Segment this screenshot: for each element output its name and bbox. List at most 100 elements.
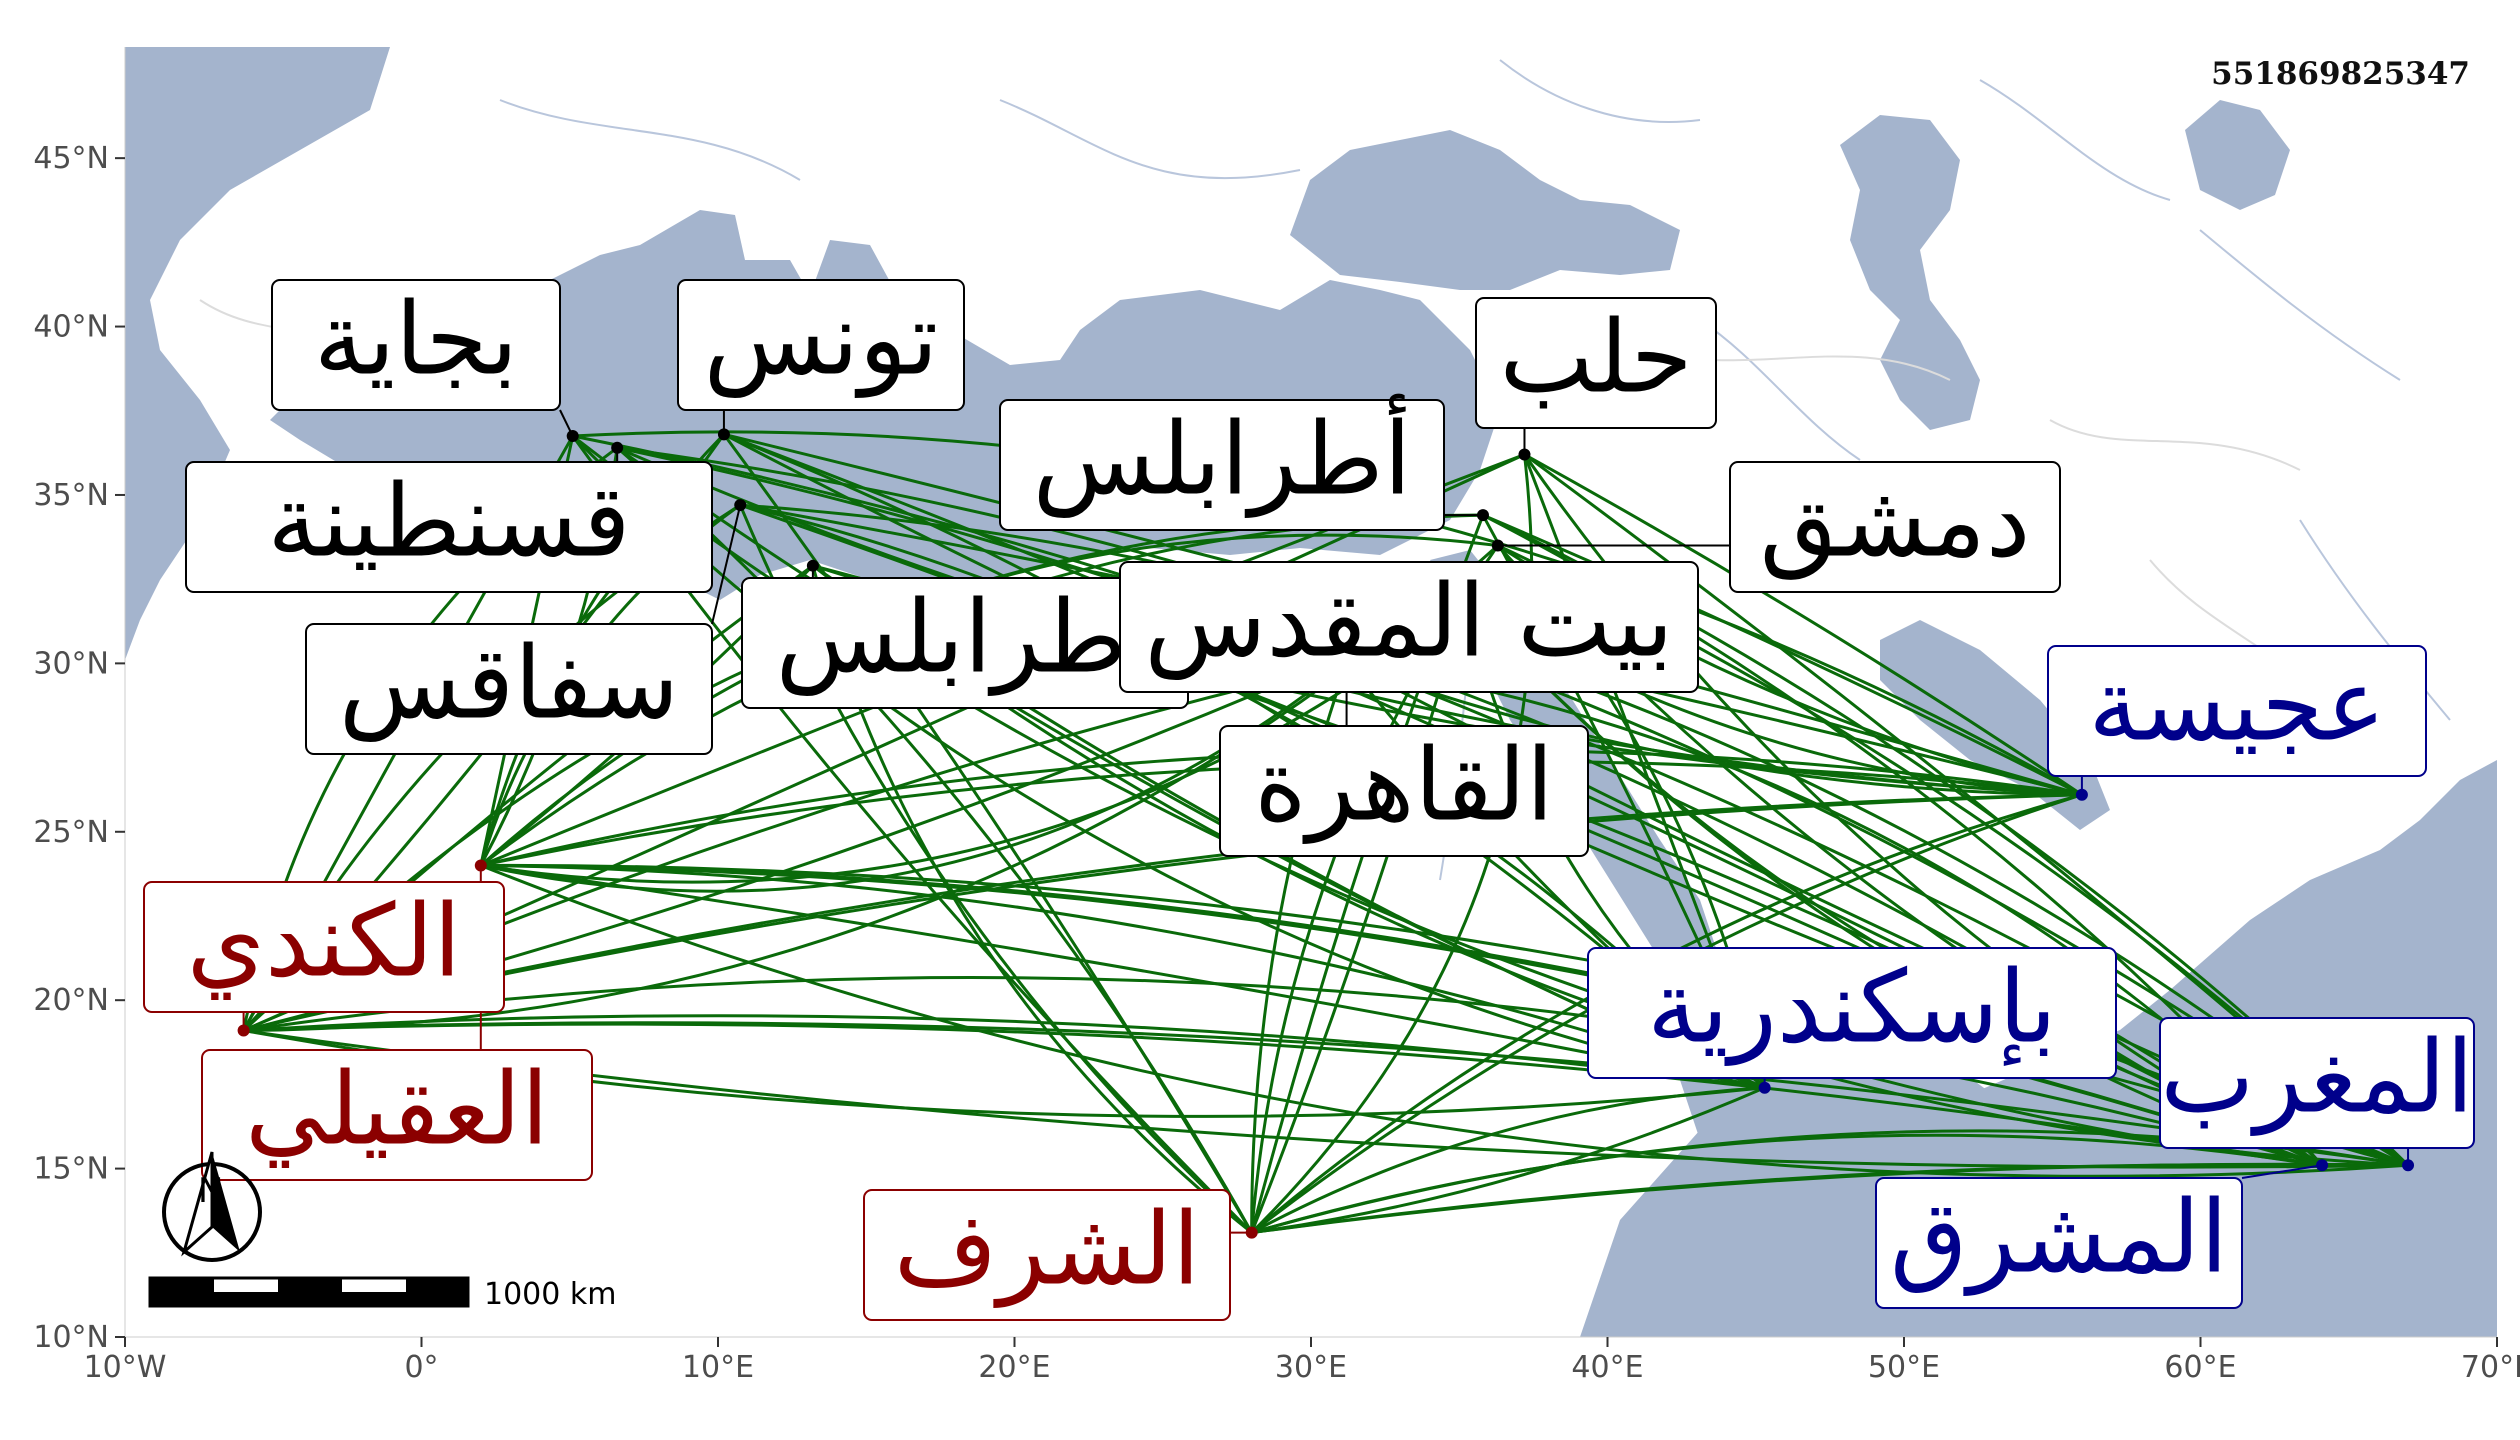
scale-bar-label: 1000 km bbox=[484, 1277, 616, 1312]
place-name: سفاقس bbox=[339, 625, 679, 743]
route-line bbox=[1523, 453, 2083, 796]
place-point bbox=[237, 1024, 250, 1037]
route-line bbox=[480, 863, 2409, 1167]
label-box bbox=[863, 1189, 1231, 1321]
route-line bbox=[243, 793, 2082, 1032]
place-name: الشرف bbox=[894, 1191, 1200, 1308]
place-label-aluqayli: العقيلي bbox=[201, 1049, 593, 1181]
route-line bbox=[480, 863, 1766, 1090]
place-name: العقيلي bbox=[245, 1051, 549, 1169]
x-tick-label: 70°E bbox=[2461, 1350, 2520, 1385]
label-box bbox=[677, 279, 965, 411]
place-label-alsharaf: الشرف bbox=[863, 1189, 1231, 1321]
label-box bbox=[1219, 725, 1589, 857]
place-name: أطرابلس bbox=[1033, 394, 1412, 519]
place-name: حلب bbox=[1499, 299, 1692, 416]
place-label-bijaya: بجاية bbox=[271, 279, 561, 411]
y-tick-label: 25°N bbox=[33, 815, 109, 850]
label-box bbox=[1587, 947, 2117, 1079]
place-name: المغرب bbox=[2160, 1019, 2474, 1136]
route-line bbox=[1251, 1163, 2323, 1235]
place-point bbox=[566, 430, 579, 443]
place-name: المشرق bbox=[1890, 1179, 2228, 1296]
place-name: عجيسة bbox=[2088, 647, 2385, 764]
place-name: القاهرة bbox=[1254, 727, 1554, 844]
north-arrow-label: N bbox=[198, 1171, 223, 1211]
map-identifier: 551869825347 bbox=[2211, 56, 2470, 92]
y-tick-label: 15°N bbox=[33, 1152, 109, 1187]
leader-line bbox=[711, 504, 742, 625]
place-label-qusantina: قسنطينة bbox=[185, 461, 713, 593]
place-name: دمشق bbox=[1760, 463, 2031, 581]
route-line bbox=[740, 503, 2409, 1167]
route-line bbox=[480, 863, 2323, 1167]
place-label-tunis: تونس bbox=[677, 279, 965, 411]
arabian-sea bbox=[1580, 760, 2497, 1337]
place-label-sfax: سفاقس bbox=[305, 623, 713, 755]
label-box bbox=[1475, 297, 1717, 429]
place-point bbox=[1491, 539, 1504, 552]
axes: 10°W 0° 10°E 20°E 30°E 40°E 50°E 60°E 70°E 10°N 15… bbox=[33, 47, 2520, 1385]
label-box bbox=[143, 881, 505, 1013]
leader-line bbox=[2241, 1164, 2323, 1179]
place-point bbox=[2075, 788, 2088, 801]
route-line bbox=[811, 564, 2409, 1167]
place-label-dimashq: دمشق bbox=[1729, 461, 2061, 593]
x-tick-label: 0° bbox=[404, 1350, 438, 1385]
label-box bbox=[1729, 461, 2061, 593]
place-label-alqahira: القاهرة bbox=[1219, 725, 1589, 857]
place-point bbox=[1476, 509, 1489, 522]
x-tick-label: 10°E bbox=[682, 1350, 754, 1385]
place-point bbox=[2316, 1159, 2329, 1172]
y-tick-label: 40°N bbox=[33, 310, 109, 345]
place-point bbox=[474, 859, 487, 872]
place-point bbox=[1245, 1226, 1258, 1239]
route-line bbox=[243, 976, 2323, 1167]
place-point bbox=[1758, 1081, 1771, 1094]
place-point bbox=[806, 559, 819, 572]
x-tick-label: 60°E bbox=[2164, 1350, 2236, 1385]
place-label-alkindi: الكندي bbox=[143, 881, 505, 1013]
place-labels: بجاية تونس قسنطينة سفاقس أطرابلس حلب أطرابلس دم… bbox=[143, 279, 2475, 1321]
place-label-tarabulus-w: أطرابلس bbox=[741, 572, 1189, 709]
place-name: بيت المقدس bbox=[1144, 563, 1673, 680]
place-label-biskandariya: بإسكندرية bbox=[1587, 947, 2117, 1079]
label-box bbox=[999, 399, 1445, 531]
route-line bbox=[480, 863, 1765, 1090]
label-box bbox=[305, 623, 713, 755]
place-point bbox=[1518, 448, 1531, 461]
place-name: بجاية bbox=[314, 281, 518, 398]
north-arrow-icon: N bbox=[162, 1151, 262, 1262]
label-box bbox=[2047, 645, 2427, 777]
place-name: بإسكندرية bbox=[1647, 949, 2057, 1067]
route-line bbox=[572, 434, 2409, 1167]
y-tick-label: 30°N bbox=[33, 646, 109, 681]
route-line bbox=[1482, 513, 2083, 797]
x-tick-label: 20°E bbox=[978, 1350, 1050, 1385]
route-line bbox=[480, 864, 2409, 1178]
label-box bbox=[271, 279, 561, 411]
x-tick-label: 10°W bbox=[84, 1350, 167, 1385]
scale-bar: 1000 km bbox=[148, 1276, 616, 1312]
label-box bbox=[185, 461, 713, 593]
x-tick-label: 40°E bbox=[1571, 1350, 1643, 1385]
label-box bbox=[1875, 1177, 2243, 1309]
route-line bbox=[1346, 661, 2082, 797]
black-sea bbox=[1290, 130, 1680, 290]
aral-sea bbox=[2185, 100, 2290, 210]
route-line bbox=[243, 793, 2082, 1032]
x-tick-label: 30°E bbox=[1275, 1350, 1347, 1385]
place-label-atrabulus-e: أطرابلس bbox=[999, 394, 1445, 531]
place-label-almaghrib: المغرب bbox=[2159, 1017, 2475, 1149]
place-point bbox=[734, 499, 747, 512]
place-label-bayt-almaqdis: بيت المقدس bbox=[1119, 561, 1699, 693]
route-line bbox=[1251, 1086, 1766, 1235]
place-label-almashriq: المشرق bbox=[1875, 1177, 2243, 1309]
place-point bbox=[611, 441, 624, 454]
place-name: قسنطينة bbox=[267, 463, 630, 580]
label-box bbox=[2159, 1017, 2475, 1149]
caspian-sea bbox=[1840, 115, 1980, 430]
label-box bbox=[1119, 561, 1699, 693]
y-tick-label: 10°N bbox=[33, 1320, 109, 1355]
